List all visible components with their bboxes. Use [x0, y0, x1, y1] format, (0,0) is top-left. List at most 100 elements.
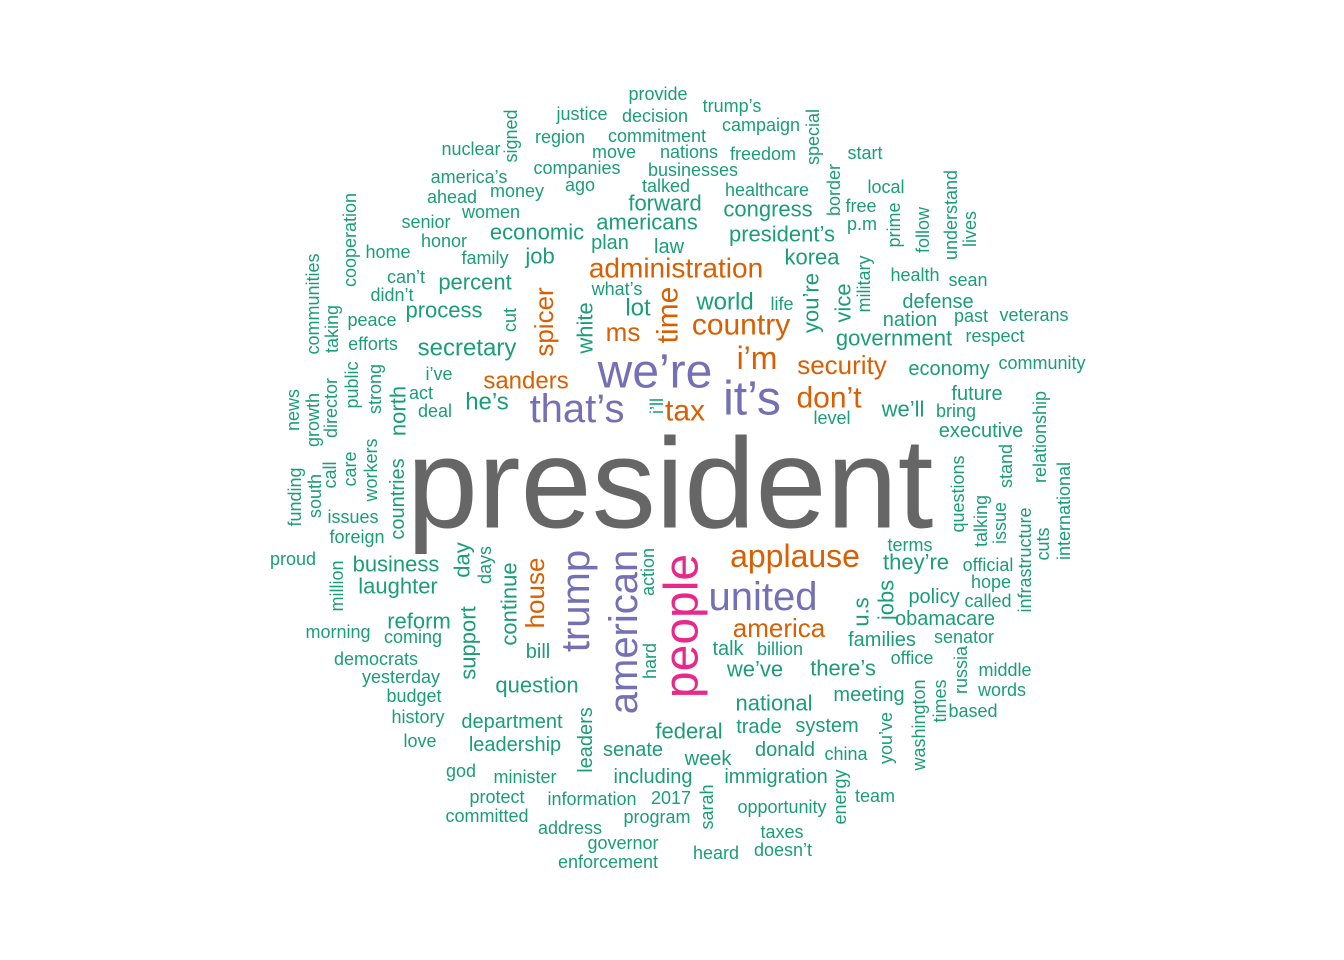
word-148: prime	[884, 202, 904, 247]
word-126: words	[977, 680, 1026, 700]
word-164: move	[592, 142, 636, 162]
word-18: sanders	[483, 368, 568, 395]
word-40: law	[654, 236, 685, 258]
word-192: proud	[270, 549, 316, 569]
word-109: governor	[587, 833, 658, 853]
word-27: secretary	[418, 335, 517, 362]
word-68: immigration	[724, 766, 827, 788]
word-90: act	[409, 383, 433, 403]
word-105: information	[547, 789, 636, 809]
word-100: love	[403, 731, 436, 751]
word-136: infrastructure	[1015, 507, 1035, 612]
word-71: obamacare	[895, 608, 995, 630]
word-128: called	[964, 591, 1011, 611]
word-149: p.m	[847, 214, 877, 234]
word-102: minister	[493, 767, 556, 787]
word-41: plan	[591, 232, 629, 254]
word-14: security	[797, 350, 887, 380]
word-107: program	[623, 807, 690, 827]
word-49: continue	[497, 562, 522, 645]
word-112: sarah	[697, 784, 717, 829]
word-25: vice	[831, 283, 856, 322]
word-8: applause	[730, 538, 860, 574]
word-6: united	[709, 575, 818, 619]
word-179: efforts	[348, 334, 398, 354]
word-84: businesses	[648, 160, 738, 180]
word-53: jobs	[874, 580, 899, 621]
word-36: percent	[438, 270, 511, 295]
word-45: business	[353, 552, 440, 577]
word-52: they’re	[883, 550, 949, 575]
word-182: public	[342, 361, 362, 408]
word-131: terms	[888, 535, 933, 555]
word-114: taxes	[760, 822, 803, 842]
word-74: billion	[757, 639, 803, 659]
word-135: stand	[996, 444, 1016, 488]
word-58: federal	[655, 719, 722, 744]
word-144: sean	[948, 270, 987, 290]
word-146: understand	[941, 170, 961, 260]
word-129: hope	[971, 572, 1011, 592]
word-154: special	[803, 109, 823, 165]
word-187: call	[320, 461, 340, 488]
word-23: white	[573, 302, 598, 354]
word-78: defense	[902, 291, 973, 313]
word-64: senate	[603, 739, 663, 761]
word-188: care	[340, 451, 360, 486]
word-159: decision	[622, 106, 688, 126]
word-177: what’s	[591, 279, 643, 299]
word-106: address	[538, 818, 602, 838]
word-165: signed	[501, 109, 521, 162]
word-140: community	[998, 353, 1085, 373]
word-7: trump	[554, 550, 598, 652]
word-196: hard	[640, 643, 660, 679]
word-69: meeting	[833, 684, 904, 706]
word-97: democrats	[334, 649, 418, 669]
word-191: funding	[285, 467, 305, 526]
word-81: future	[951, 383, 1002, 405]
word-54: u.s	[849, 597, 874, 626]
word-133: talking	[971, 495, 991, 547]
word-166: nuclear	[441, 139, 500, 159]
word-108: 2017	[651, 788, 691, 808]
word-178: peace	[347, 310, 396, 330]
word-44: executive	[939, 420, 1024, 442]
word-169: talked	[642, 176, 690, 196]
word-19: house	[520, 558, 550, 629]
word-26: government	[836, 326, 952, 351]
word-33: president’s	[729, 222, 835, 247]
word-28: he’s	[465, 389, 509, 416]
word-186: news	[283, 389, 303, 431]
word-117: team	[855, 786, 895, 806]
word-153: start	[847, 143, 882, 163]
word-173: home	[365, 242, 410, 262]
word-80: life	[770, 294, 793, 314]
word-66: leadership	[469, 734, 561, 756]
word-104: committed	[445, 806, 528, 826]
word-38: forward	[628, 191, 701, 216]
word-115: doesn’t	[754, 840, 812, 860]
word-142: veterans	[999, 305, 1068, 325]
word-101: god	[446, 761, 476, 781]
word-94: coming	[384, 627, 442, 647]
word-50: question	[495, 673, 578, 698]
word-160: justice	[555, 104, 607, 124]
word-171: senior	[401, 212, 450, 232]
word-92: issues	[327, 507, 378, 527]
word-152: border	[824, 164, 844, 216]
word-162: region	[535, 127, 585, 147]
word-172: honor	[421, 231, 467, 251]
word-3: it’s	[723, 373, 781, 426]
word-60: trade	[736, 716, 782, 738]
word-118: china	[824, 744, 868, 764]
word-91: i’ve	[425, 364, 452, 384]
word-189: workers	[361, 438, 381, 502]
word-12: don’t	[796, 382, 862, 415]
word-198: i’ll	[647, 398, 667, 414]
word-39: congress	[723, 197, 812, 222]
word-29: north	[386, 386, 411, 436]
word-197: cut	[500, 308, 520, 332]
word-48: support	[456, 606, 481, 679]
word-174: cooperation	[340, 193, 360, 287]
